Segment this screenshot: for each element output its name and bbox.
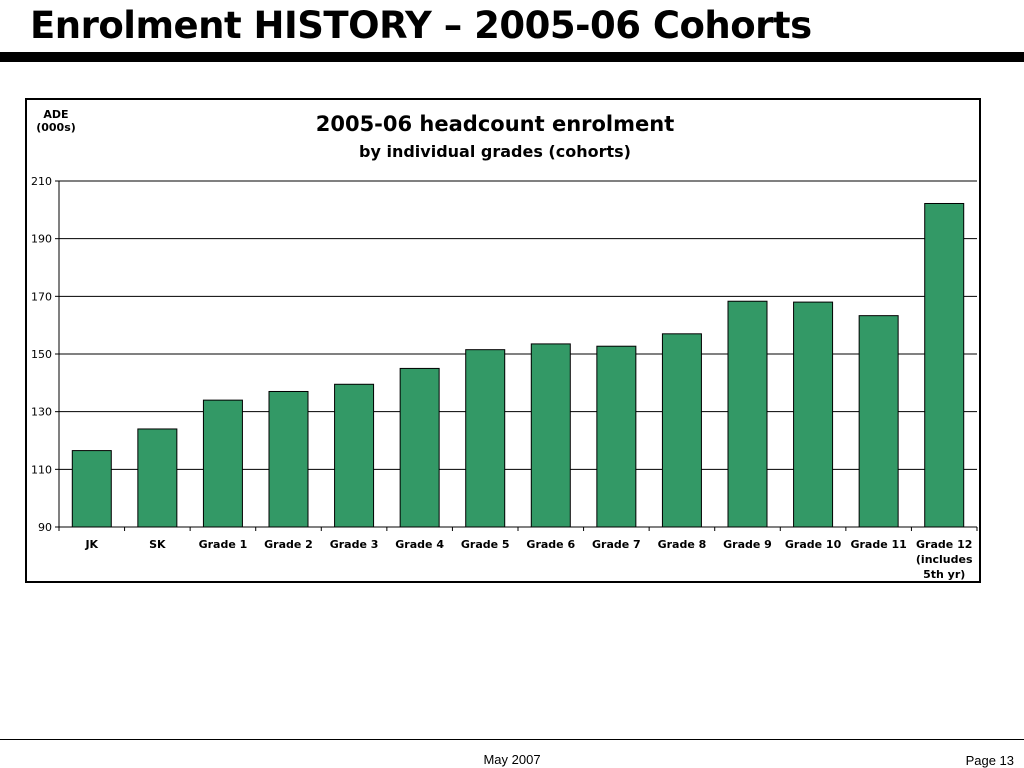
x-tick-label: Grade 10: [785, 538, 842, 551]
x-tick-label: Grade 5: [461, 538, 510, 551]
bar-chart: 2005-06 headcount enrolment by individua…: [31, 108, 978, 581]
x-tick-label: Grade 8: [658, 538, 707, 551]
chart-title-group: 2005-06 headcount enrolment by individua…: [316, 112, 675, 161]
y-tick-label: 110: [31, 463, 52, 476]
title-rule: [0, 52, 1024, 62]
x-tick-label: 5th yr): [923, 568, 965, 581]
x-tick-label: Grade 6: [526, 538, 575, 551]
x-tick-label: SK: [149, 538, 166, 551]
y-axis-label-line: ADE: [43, 108, 68, 121]
slide-title: Enrolment HISTORY – 2005-06 Cohorts: [30, 4, 812, 47]
x-tick-label: JK: [84, 538, 98, 551]
y-tick-labels: 90 110 130 150 170 190 210: [31, 175, 52, 534]
x-tick-label: Grade 9: [723, 538, 772, 551]
y-axis-label: ADE(000s): [36, 108, 76, 134]
chart-title: 2005-06 headcount enrolment: [316, 112, 675, 136]
bar: [924, 202, 965, 528]
bar: [661, 333, 702, 528]
x-tick-label: Grade 12: [916, 538, 972, 551]
y-tick-label: 190: [31, 233, 52, 246]
y-tick-label: 150: [31, 348, 52, 361]
y-tick-label: 170: [31, 290, 52, 303]
x-tick-label: Grade 4: [395, 538, 444, 551]
x-tick-label: Grade 1: [199, 538, 248, 551]
axes: [55, 180, 978, 531]
bar: [202, 399, 243, 528]
x-tick-label: Grade 3: [330, 538, 379, 551]
chart-frame: 2005-06 headcount enrolment by individua…: [25, 98, 981, 583]
bar: [465, 349, 506, 528]
bar: [334, 383, 375, 528]
footer-page-number: Page 13: [965, 753, 1014, 768]
bar: [793, 301, 834, 528]
bar: [71, 450, 112, 528]
bar: [596, 345, 637, 528]
gridlines: [59, 180, 977, 470]
bar: [399, 367, 440, 528]
x-tick-labels: JK SK Grade 1 Grade 2 Grade 3 Grade 4 Grade 5 G…: [84, 538, 973, 581]
y-axis-label-line: (000s): [36, 121, 76, 134]
y-tick-label: 130: [31, 406, 52, 419]
y-tick-label: 90: [38, 521, 52, 534]
x-tick-label: Grade 7: [592, 538, 641, 551]
y-tick-label: 210: [31, 175, 52, 188]
x-tick-label: Grade 11: [850, 538, 906, 551]
footer-date: May 2007: [483, 752, 541, 767]
footer-rule: [0, 739, 1024, 740]
bars: [71, 202, 965, 528]
x-tick-label: Grade 2: [264, 538, 313, 551]
x-tick-label: (includes: [916, 553, 973, 566]
bar: [727, 300, 768, 528]
chart-subtitle: by individual grades (cohorts): [359, 142, 631, 161]
bar: [268, 390, 309, 528]
bar: [858, 315, 899, 528]
bar: [530, 343, 571, 528]
bar: [137, 428, 178, 528]
